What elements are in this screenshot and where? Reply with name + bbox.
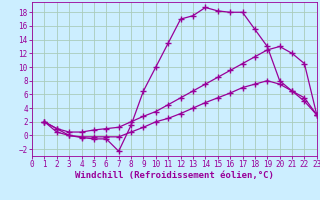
X-axis label: Windchill (Refroidissement éolien,°C): Windchill (Refroidissement éolien,°C) — [75, 171, 274, 180]
